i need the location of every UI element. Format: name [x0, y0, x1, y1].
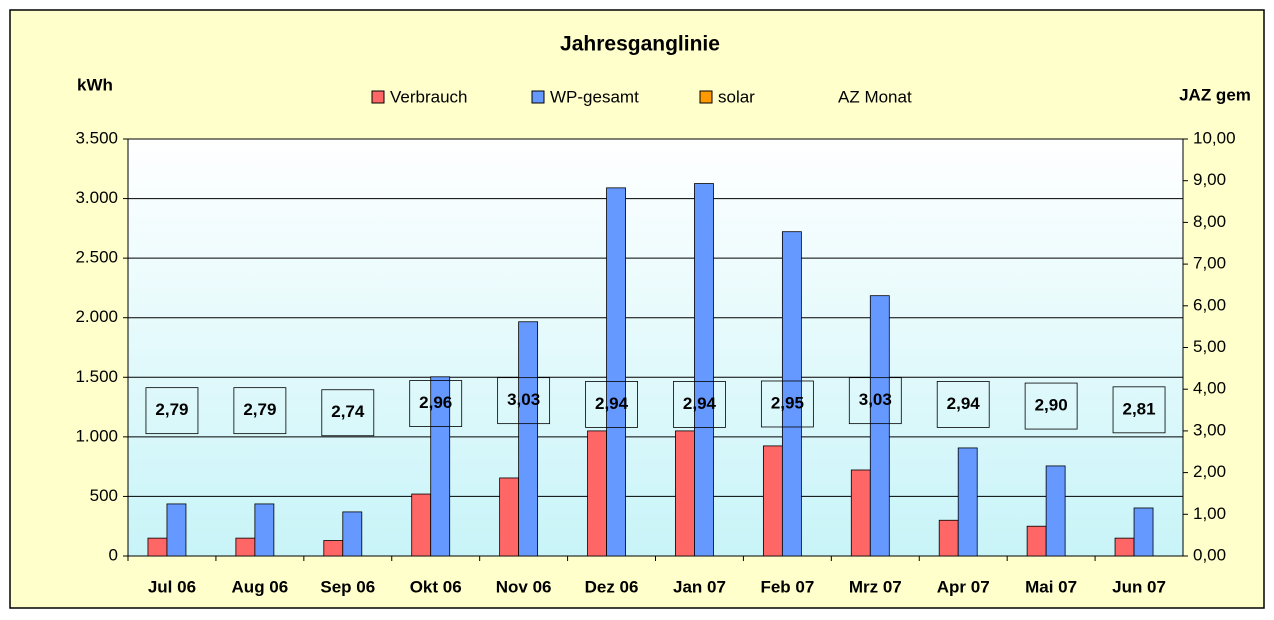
bar [323, 540, 344, 557]
bar [957, 447, 978, 557]
y2-tick-label: 4,00 [1193, 379, 1226, 398]
data-label-box [409, 380, 463, 427]
y2-tick-label: 2,00 [1193, 462, 1226, 481]
data-label-box [848, 377, 902, 425]
y2-axis-label: JAZ gem [1179, 85, 1251, 104]
data-label: 2,94 [947, 394, 981, 413]
data-label: 3,03 [507, 390, 540, 409]
legend-label: Verbrauch [390, 87, 468, 106]
x-tick-label: Mai 07 [1025, 577, 1077, 596]
bar [499, 477, 520, 557]
bar [430, 376, 451, 557]
x-tick-label: Dez 06 [585, 577, 639, 596]
y-tick-label: 1.000 [75, 426, 118, 445]
x-tick-label: Sep 06 [320, 577, 375, 596]
bar [606, 187, 626, 557]
bar [166, 503, 187, 557]
x-tick-label: Apr 07 [937, 577, 990, 596]
y-tick-label: 3.500 [75, 128, 118, 147]
data-label: 2,94 [683, 394, 717, 413]
y2-tick-label: 8,00 [1193, 212, 1226, 231]
data-label: 2,79 [243, 400, 276, 419]
y-tick-label: 1.500 [75, 367, 118, 386]
data-label: 3,03 [859, 390, 892, 409]
x-tick-label: Okt 06 [410, 577, 462, 596]
y2-tick-label: 10,00 [1193, 128, 1236, 147]
bar [675, 430, 695, 557]
data-label-box [760, 380, 814, 428]
bar [694, 183, 714, 557]
y-tick-label: 0 [109, 545, 118, 564]
data-label-box [321, 389, 375, 437]
y2-tick-label: 1,00 [1193, 504, 1226, 523]
y-axis-label: kWh [77, 75, 113, 94]
bar [587, 430, 607, 557]
data-label-box [585, 381, 638, 428]
data-label-box [1024, 382, 1078, 430]
bar [781, 231, 802, 557]
y-tick-label: 2.000 [75, 307, 118, 326]
bar [1045, 465, 1066, 557]
bar [850, 469, 871, 557]
data-label-box [1112, 386, 1166, 434]
y-tick-label: 3.000 [75, 188, 118, 207]
x-tick-label: Jan 07 [673, 577, 726, 596]
data-label: 2,96 [419, 393, 452, 412]
legend-swatch [531, 90, 545, 104]
bar [1026, 525, 1047, 557]
y2-tick-label: 0,00 [1193, 545, 1226, 564]
y2-tick-label: 3,00 [1193, 420, 1226, 439]
y2-tick-label: 7,00 [1193, 254, 1226, 273]
bar [411, 493, 432, 557]
chart-title: Jahresganglinie [560, 33, 720, 56]
y2-tick-label: 6,00 [1193, 295, 1226, 314]
data-label-box [936, 381, 990, 428]
data-label-box [497, 377, 551, 425]
y-tick-label: 2.500 [75, 248, 118, 267]
legend-label: AZ Monat [838, 87, 912, 106]
legend-label: solar [718, 87, 755, 106]
data-label-box [233, 387, 287, 435]
data-label: 2,81 [1122, 399, 1155, 418]
data-label: 2,79 [155, 400, 188, 419]
data-label: 2,74 [331, 402, 365, 421]
legend-label: WP-gesamt [550, 87, 639, 106]
data-label-box [145, 387, 199, 435]
data-label: 2,90 [1035, 396, 1068, 415]
bar [762, 445, 783, 557]
legend-swatch [699, 90, 713, 104]
bar [869, 295, 890, 557]
bar [342, 511, 363, 557]
data-label-box [673, 381, 726, 428]
data-label: 2,95 [771, 393, 804, 412]
y2-tick-label: 5,00 [1193, 337, 1226, 356]
x-tick-label: Feb 07 [760, 577, 814, 596]
x-tick-label: Jun 07 [1112, 577, 1166, 596]
bar [1133, 507, 1154, 557]
data-label: 2,94 [595, 394, 629, 413]
bar [147, 537, 168, 557]
y-tick-label: 500 [90, 486, 118, 505]
x-tick-label: Mrz 07 [849, 577, 902, 596]
bar [938, 519, 959, 557]
plot-area [127, 138, 1184, 557]
x-tick-label: Nov 06 [496, 577, 552, 596]
bar [518, 321, 539, 557]
bar [235, 537, 256, 557]
x-tick-label: Aug 06 [232, 577, 289, 596]
bar [1114, 537, 1135, 557]
bar [254, 503, 275, 557]
x-tick-label: Jul 06 [148, 577, 196, 596]
y2-tick-label: 9,00 [1193, 170, 1226, 189]
legend-swatch [371, 90, 385, 104]
